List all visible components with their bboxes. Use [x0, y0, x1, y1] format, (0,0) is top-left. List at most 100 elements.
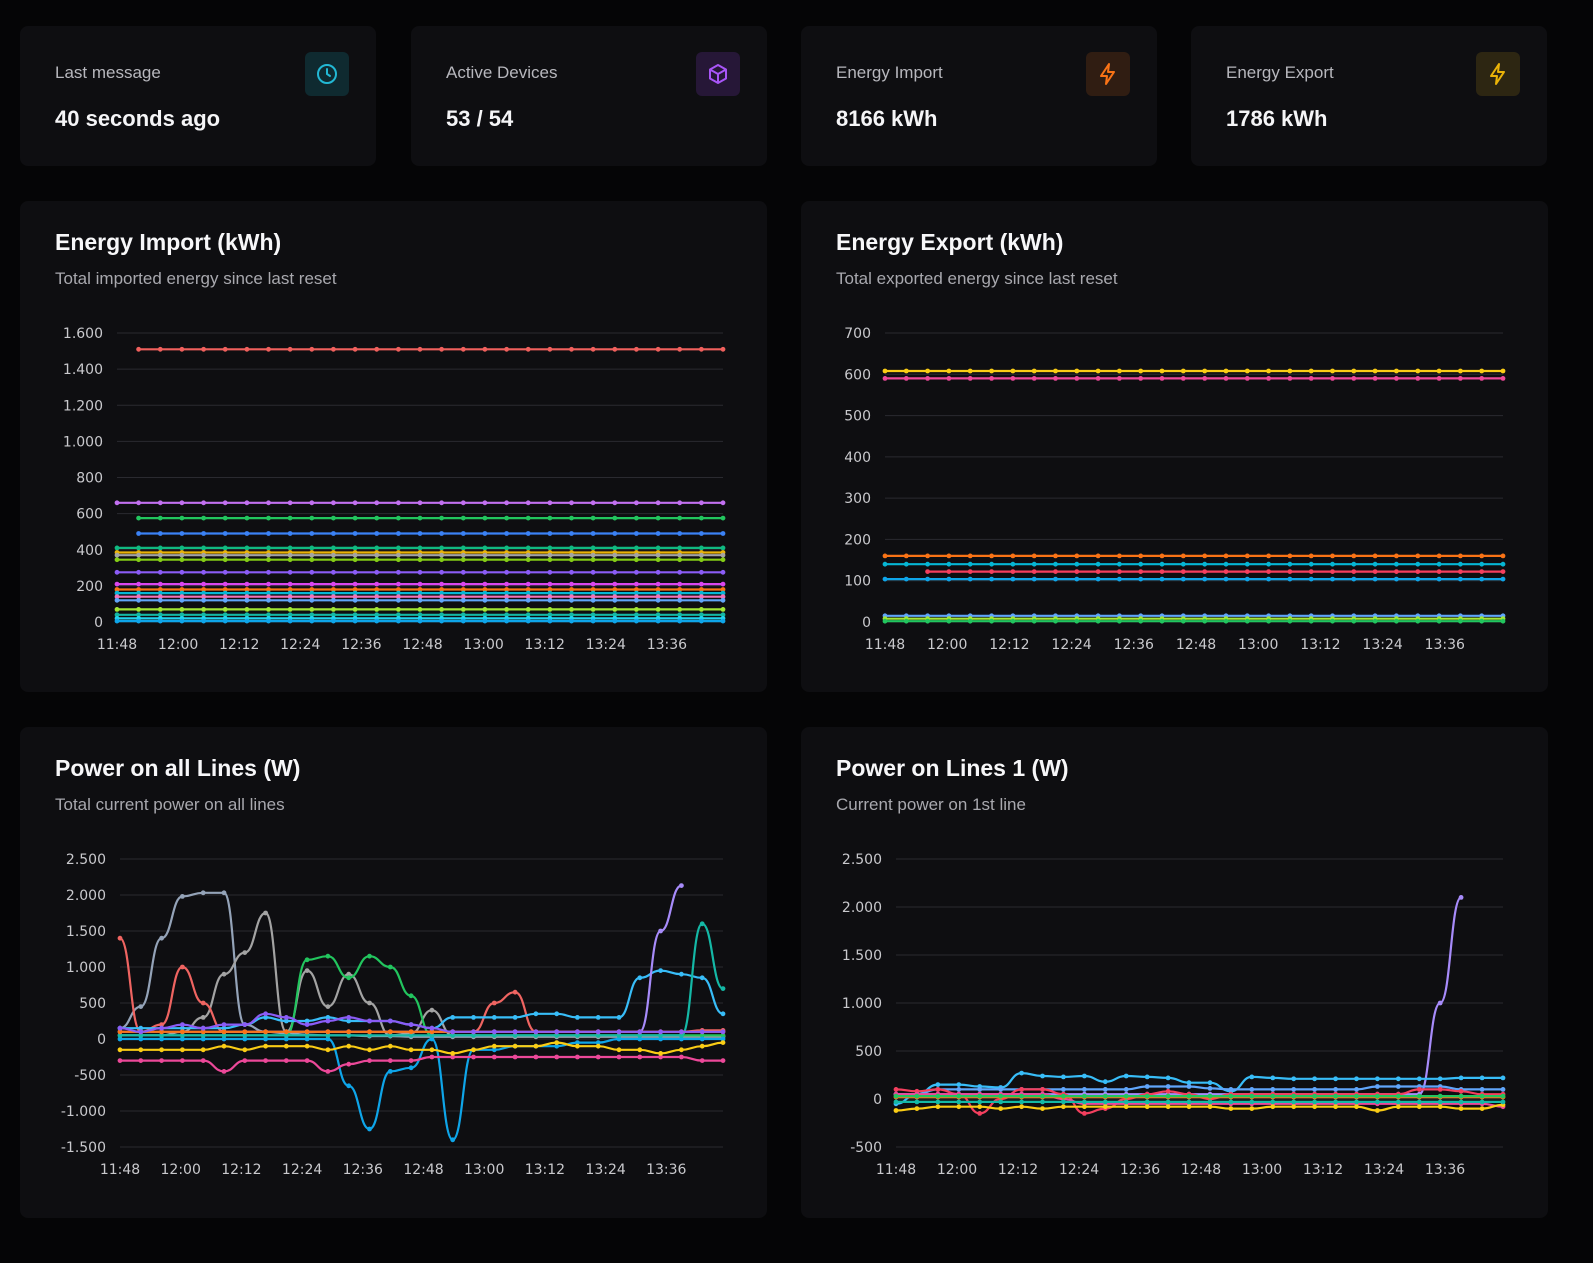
data-point[interactable]	[1330, 569, 1335, 574]
data-point[interactable]	[1375, 1084, 1380, 1089]
data-point[interactable]	[460, 618, 466, 624]
data-point[interactable]	[616, 1029, 622, 1035]
data-point[interactable]	[439, 590, 444, 596]
data-point[interactable]	[304, 1018, 310, 1024]
data-point[interactable]	[967, 569, 973, 574]
data-point[interactable]	[533, 1043, 539, 1049]
data-point[interactable]	[634, 569, 639, 575]
data-point[interactable]	[491, 1054, 497, 1060]
data-point[interactable]	[977, 1093, 983, 1099]
data-point[interactable]	[590, 500, 596, 506]
data-point[interactable]	[159, 1033, 165, 1038]
data-point[interactable]	[1165, 1084, 1171, 1089]
data-point[interactable]	[242, 1033, 248, 1038]
data-point[interactable]	[1053, 553, 1058, 559]
data-point[interactable]	[287, 607, 293, 612]
data-point[interactable]	[1500, 1075, 1506, 1081]
data-point[interactable]	[157, 581, 163, 587]
data-point[interactable]	[634, 597, 639, 603]
data-point[interactable]	[491, 1015, 497, 1020]
data-point[interactable]	[408, 1058, 414, 1063]
data-point[interactable]	[1266, 368, 1271, 374]
data-point[interactable]	[720, 986, 726, 991]
data-point[interactable]	[417, 531, 423, 536]
data-point[interactable]	[1159, 368, 1165, 374]
data-point[interactable]	[1223, 618, 1229, 624]
data-point[interactable]	[1394, 553, 1399, 559]
data-point[interactable]	[180, 1036, 185, 1042]
data-point[interactable]	[612, 515, 618, 521]
data-point[interactable]	[325, 1036, 331, 1042]
data-point[interactable]	[221, 1033, 227, 1038]
data-point[interactable]	[1479, 1075, 1485, 1081]
series-s5[interactable]	[925, 569, 1506, 574]
data-point[interactable]	[136, 581, 141, 587]
data-point[interactable]	[1458, 895, 1464, 900]
data-point[interactable]	[512, 989, 518, 995]
data-point[interactable]	[482, 581, 488, 587]
data-point[interactable]	[117, 1033, 123, 1038]
data-point[interactable]	[720, 597, 726, 603]
data-point[interactable]	[114, 618, 120, 624]
data-point[interactable]	[512, 1029, 518, 1035]
data-point[interactable]	[396, 618, 401, 624]
data-point[interactable]	[569, 612, 574, 618]
data-point[interactable]	[179, 590, 185, 596]
data-point[interactable]	[157, 552, 163, 558]
data-point[interactable]	[1270, 1087, 1276, 1092]
data-point[interactable]	[460, 515, 466, 521]
data-point[interactable]	[977, 1111, 983, 1116]
data-point[interactable]	[720, 1011, 726, 1017]
series-s1[interactable]	[882, 368, 1506, 374]
data-point[interactable]	[525, 557, 531, 563]
data-point[interactable]	[1500, 553, 1506, 559]
data-point[interactable]	[352, 587, 358, 592]
data-point[interactable]	[221, 1022, 227, 1027]
data-point[interactable]	[491, 1047, 497, 1053]
data-point[interactable]	[136, 557, 141, 563]
data-point[interactable]	[1375, 1076, 1380, 1082]
data-point[interactable]	[352, 500, 358, 506]
data-point[interactable]	[612, 531, 618, 536]
data-point[interactable]	[325, 1015, 331, 1020]
series-teal[interactable]	[893, 1099, 1506, 1105]
data-point[interactable]	[569, 594, 574, 600]
data-point[interactable]	[429, 1007, 435, 1013]
data-point[interactable]	[283, 1043, 289, 1049]
series-s3[interactable]	[882, 553, 1506, 559]
data-point[interactable]	[1180, 368, 1186, 374]
data-point[interactable]	[1395, 1084, 1401, 1089]
data-point[interactable]	[699, 607, 704, 612]
data-point[interactable]	[1458, 1088, 1464, 1094]
data-point[interactable]	[200, 1025, 206, 1031]
data-point[interactable]	[367, 953, 372, 959]
data-point[interactable]	[1117, 376, 1122, 381]
data-point[interactable]	[471, 1029, 476, 1035]
data-point[interactable]	[893, 1108, 899, 1113]
data-point[interactable]	[1061, 1104, 1066, 1110]
data-point[interactable]	[287, 346, 293, 352]
data-point[interactable]	[655, 594, 661, 600]
data-point[interactable]	[283, 1058, 289, 1063]
data-point[interactable]	[114, 594, 120, 600]
series-s4[interactable]	[136, 531, 726, 536]
data-point[interactable]	[266, 618, 271, 624]
data-point[interactable]	[136, 346, 141, 352]
data-point[interactable]	[1138, 569, 1144, 574]
data-point[interactable]	[547, 500, 553, 506]
data-point[interactable]	[331, 515, 336, 521]
data-point[interactable]	[283, 1015, 289, 1020]
data-point[interactable]	[956, 1099, 962, 1105]
data-point[interactable]	[159, 1047, 165, 1053]
data-point[interactable]	[525, 618, 531, 624]
series-s2[interactable]	[114, 500, 726, 506]
data-point[interactable]	[1010, 376, 1016, 381]
data-point[interactable]	[374, 612, 380, 618]
data-point[interactable]	[200, 1033, 206, 1038]
data-point[interactable]	[612, 500, 618, 506]
data-point[interactable]	[200, 890, 206, 896]
data-point[interactable]	[417, 594, 423, 600]
data-point[interactable]	[180, 1047, 185, 1053]
data-point[interactable]	[1138, 376, 1144, 381]
data-point[interactable]	[396, 597, 401, 603]
